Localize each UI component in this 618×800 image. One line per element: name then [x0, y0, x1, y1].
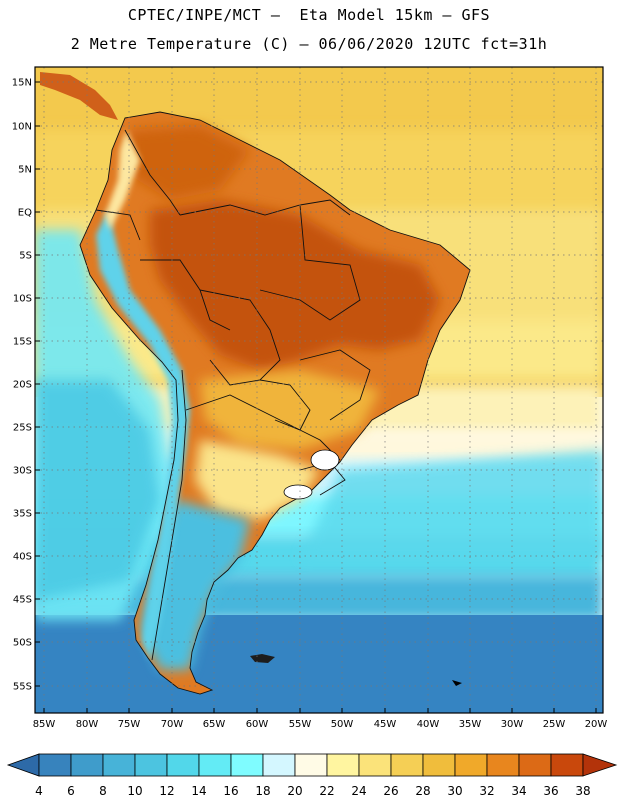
colorbar-tick-label: 6	[67, 784, 75, 798]
colorbar-swatch	[294, 753, 328, 777]
lat-label: 30S	[13, 466, 32, 477]
lat-label: 5N	[18, 165, 32, 176]
border-brazil-north	[179, 199, 351, 216]
colorbar-tick-label: 18	[255, 784, 270, 798]
colorbar-tick-label: 36	[543, 784, 558, 798]
colorbar-tick-label: 26	[383, 784, 398, 798]
colorbar-swatch	[230, 753, 264, 777]
colorbar-tick-label: 28	[415, 784, 430, 798]
colorbar-swatch	[358, 753, 392, 777]
pacific-cold-water	[35, 380, 160, 600]
colorbar-tick-label: 30	[447, 784, 462, 798]
colorbar-tick-label: 24	[351, 784, 366, 798]
title-line-2: 2 Metre Temperature (C) – 06/06/2020 12U…	[70, 35, 548, 53]
lat-label: 45S	[13, 595, 32, 606]
lat-label: 20S	[13, 380, 32, 391]
south-georgia	[452, 680, 462, 686]
central-america	[40, 72, 118, 120]
lat-label: 10S	[13, 294, 32, 305]
colorbar-arrow-high	[582, 753, 618, 777]
colorbar-tick-label: 32	[479, 784, 494, 798]
temperature-field	[35, 67, 603, 713]
border-paraguay	[259, 379, 311, 431]
colorbar-tick-label: 34	[511, 784, 526, 798]
coastline	[79, 111, 471, 695]
colorbar-swatch	[38, 753, 72, 777]
northwest-warm-area	[130, 125, 250, 200]
latitude-labels: 15N 10N 5N EQ 5S 10S 15S 20S 25S 30S 35S 40S 45S 50S 5…	[12, 78, 40, 693]
colorbar-tick-label: 10	[127, 784, 142, 798]
colorbar-tick-label: 8	[99, 784, 107, 798]
lat-label: 15N	[12, 78, 32, 89]
lagoa-dos-patos	[310, 449, 340, 471]
border-bolivia	[199, 289, 281, 386]
colorbar-swatch	[422, 753, 456, 777]
lat-label: 35S	[13, 509, 32, 520]
lon-label: 35W	[459, 719, 482, 730]
colorbar-swatch	[486, 753, 520, 777]
colorbar-tick-label: 16	[223, 784, 238, 798]
colorbar-tick-label: 4	[35, 784, 43, 798]
falkland-islands	[250, 654, 275, 663]
colorbar-swatch	[134, 753, 168, 777]
lat-label: 5S	[19, 251, 32, 262]
lon-label: 40W	[417, 719, 440, 730]
border-colombia	[124, 129, 181, 216]
laguna-mar-chiquita	[283, 484, 313, 500]
border-lines	[79, 111, 471, 695]
lon-label: 80W	[76, 719, 99, 730]
pampas-mild	[195, 440, 320, 520]
lon-label: 25W	[543, 719, 566, 730]
colorbar-tick-label: 22	[319, 784, 334, 798]
colorbar: 4 6 8 10 12 14 16 18 20 22 24 26 28 30 32 34 36 38	[6, 753, 618, 798]
andes-cold-strip	[96, 210, 190, 660]
lon-label: 75W	[118, 719, 141, 730]
colorbar-swatch	[454, 753, 488, 777]
border-argentina-chile	[151, 369, 187, 661]
border-argentina-north	[185, 394, 341, 461]
lon-label: 50W	[331, 719, 354, 730]
lon-label: 20W	[585, 719, 608, 730]
lon-label: 60W	[246, 719, 269, 730]
lon-label: 85W	[33, 719, 56, 730]
colorbar-swatch	[518, 753, 552, 777]
lon-label: 45W	[374, 719, 397, 730]
colorbar-tick-label: 14	[191, 784, 206, 798]
colorbar-swatch	[70, 753, 104, 777]
lat-label: 15S	[13, 337, 32, 348]
colorbar-tick-label: 12	[159, 784, 174, 798]
field-band-11	[35, 615, 603, 713]
map-frame	[34, 66, 604, 714]
southern-cone-warm	[200, 370, 380, 450]
colorbar-arrow-low	[6, 753, 40, 777]
lat-label: 55S	[13, 682, 32, 693]
lon-label: 70W	[161, 719, 184, 730]
andes-peaks	[105, 130, 140, 230]
colorbar-swatch	[390, 753, 424, 777]
lon-label: 30W	[501, 719, 524, 730]
colorbar-tick-label: 20	[287, 784, 302, 798]
lat-label: EQ	[18, 208, 32, 219]
colorbar-swatch	[102, 753, 136, 777]
border-brazil-states	[259, 204, 361, 321]
colorbar-swatch	[550, 753, 584, 777]
colorbar-swatch	[198, 753, 232, 777]
longitude-labels: 85W 80W 75W 70W 65W 60W 55W 50W 45W 40W 35W 30W 25W 2…	[33, 708, 608, 730]
lon-label: 65W	[203, 719, 226, 730]
colorbar-swatch	[166, 753, 200, 777]
title-line-1: CPTEC/INPE/MCT – Eta Model 15km – GFS	[127, 6, 491, 24]
lat-label: 40S	[13, 552, 32, 563]
lat-label: 50S	[13, 638, 32, 649]
colorbar-swatch	[262, 753, 296, 777]
lat-label: 10N	[12, 122, 32, 133]
amazon-hot-core	[150, 200, 440, 370]
colorbar-tick-label: 38	[575, 784, 590, 798]
border-brazil-south	[299, 349, 371, 421]
atlantic-cool-water	[300, 450, 603, 560]
colorbar-swatch	[326, 753, 360, 777]
graticule	[35, 67, 603, 713]
lat-label: 25S	[13, 423, 32, 434]
lon-label: 55W	[289, 719, 312, 730]
